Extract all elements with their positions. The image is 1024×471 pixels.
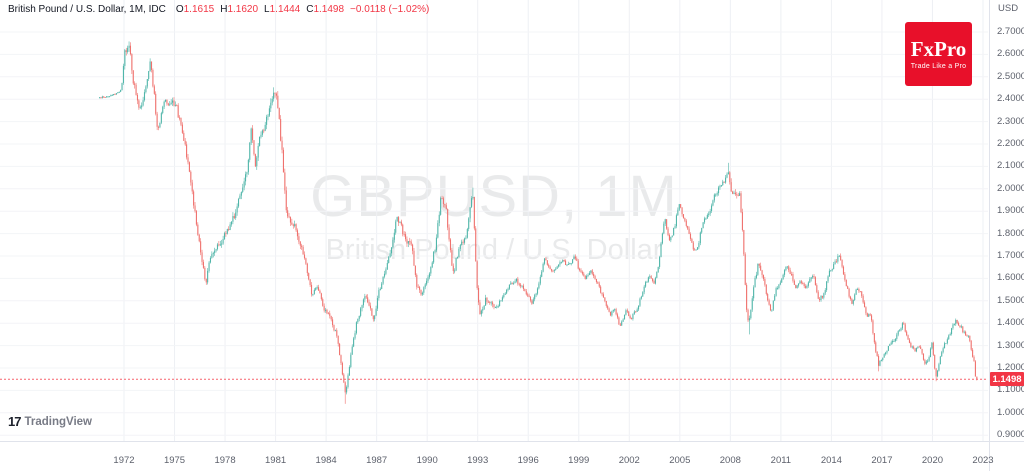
time-tick-label: 2020 xyxy=(921,455,944,466)
price-tick-label: 1.7000 xyxy=(997,250,1024,261)
price-tick-label: 2.3000 xyxy=(997,115,1024,127)
time-tick-label: 2011 xyxy=(770,455,792,466)
time-tick-label: 1990 xyxy=(416,455,438,466)
time-tick-label: 2017 xyxy=(871,455,893,466)
fxpro-tagline: Trade Like a Pro xyxy=(910,63,967,70)
price-tick-label: 2.7000 xyxy=(997,26,1024,37)
time-tick-label: 2002 xyxy=(618,455,640,466)
price-axis[interactable]: USD 2.7000 2.6000 2.5000 2.4000 2.3000 2.2000… xyxy=(990,0,1024,441)
symbol-title[interactable]: British Pound / U.S. Dollar, 1M, IDC xyxy=(8,4,166,15)
time-tick-label: 1987 xyxy=(366,455,388,466)
time-axis[interactable]: 1972 1975 1978 1981 1984 1987 1990 1993 1996 1999… xyxy=(0,442,1024,471)
time-tick-label: 1972 xyxy=(113,455,135,466)
price-tick-label: 1.9000 xyxy=(997,205,1024,217)
price-axis-unit: USD xyxy=(998,3,1019,14)
time-tick-label: 1999 xyxy=(568,455,590,466)
time-tick-label: 2008 xyxy=(719,455,741,466)
price-tick-label: 1.1000 xyxy=(997,384,1024,396)
grid-layer xyxy=(0,0,988,441)
time-tick-label: 1996 xyxy=(517,455,539,466)
ohlc-low: L1.1444 xyxy=(264,4,301,15)
price-tick-label: 1.2000 xyxy=(997,362,1024,373)
tradingview-label: TradingView xyxy=(24,415,92,428)
price-tick-label: 2.0000 xyxy=(997,182,1024,194)
price-tick-label: 0.9000 xyxy=(997,429,1024,441)
price-tick-label: 1.6000 xyxy=(997,272,1024,284)
symbol-legend: British Pound / U.S. Dollar, 1M, IDC O1.… xyxy=(8,4,429,16)
price-tick-label: 2.6000 xyxy=(997,48,1024,60)
price-tick-label: 2.2000 xyxy=(997,138,1024,149)
price-tick-label: 1.4000 xyxy=(997,317,1024,329)
ohlc-high: H1.1620 xyxy=(220,4,259,15)
last-price-tag: 1.1498 xyxy=(990,372,1024,387)
time-tick-label: 1984 xyxy=(315,455,337,466)
time-tick-label: 2014 xyxy=(820,455,842,466)
price-tick-label: 1.8000 xyxy=(997,227,1024,239)
time-tick-label: 1975 xyxy=(163,455,186,466)
price-tick-label: 2.5000 xyxy=(997,70,1024,82)
price-tick-label: 1.0000 xyxy=(997,406,1024,418)
price-change: −0.0118 (−1.02%) xyxy=(350,4,430,15)
price-axis-border xyxy=(989,0,990,471)
tradingview-logo-icon: 17 xyxy=(8,414,22,429)
time-tick-label: 1978 xyxy=(214,455,236,466)
price-tick-label: 2.1000 xyxy=(997,160,1024,172)
time-tick-label: 1993 xyxy=(467,455,489,466)
fxpro-logo: FxPro Trade Like a Pro xyxy=(905,22,972,86)
ohlc-close: C1.1498 xyxy=(306,4,345,15)
time-tick-label: 2023 xyxy=(972,455,994,466)
price-tick-label: 1.5000 xyxy=(997,294,1024,306)
price-tick-label: 2.4000 xyxy=(997,93,1024,105)
price-tick-label: 1.3000 xyxy=(997,339,1024,351)
fxpro-brand-text: FxPro xyxy=(910,37,967,61)
time-tick-label: 2005 xyxy=(669,455,691,466)
candles-layer xyxy=(99,41,978,404)
ohlc-open: O1.1615 xyxy=(175,4,215,15)
tradingview-attribution[interactable]: 17 TradingView xyxy=(8,415,92,428)
time-tick-label: 1981 xyxy=(265,455,287,466)
time-axis-border xyxy=(0,441,1024,442)
